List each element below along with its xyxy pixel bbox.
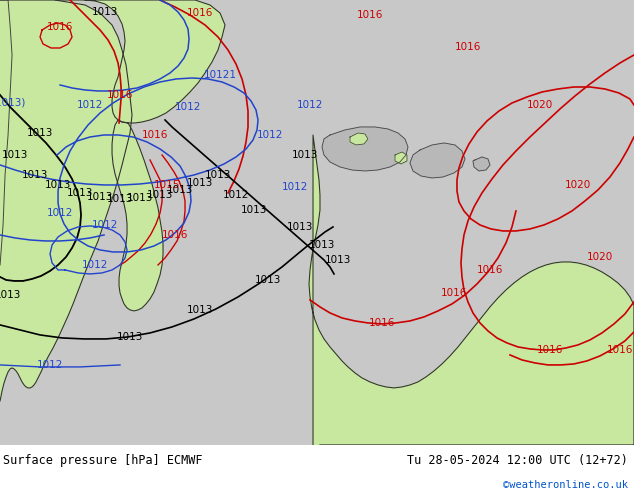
Text: 1016: 1016 (47, 22, 74, 32)
Text: 1013: 1013 (127, 193, 153, 203)
Text: 1020: 1020 (587, 252, 613, 262)
Polygon shape (0, 0, 132, 401)
Text: 1016: 1016 (369, 318, 395, 328)
Text: 1012: 1012 (47, 208, 74, 218)
Text: 1013: 1013 (0, 290, 22, 300)
Polygon shape (395, 152, 407, 164)
Polygon shape (309, 135, 634, 445)
Text: 1012: 1012 (77, 100, 103, 110)
Text: 1013: 1013 (325, 255, 351, 265)
Text: 1013: 1013 (2, 150, 29, 160)
Text: Tu 28-05-2024 12:00 UTC (12+72): Tu 28-05-2024 12:00 UTC (12+72) (407, 454, 628, 467)
Polygon shape (350, 133, 368, 145)
Text: 1013: 1013 (107, 194, 133, 204)
Text: 1016: 1016 (477, 265, 503, 275)
Text: 1013: 1013 (255, 275, 281, 285)
Text: 1012: 1012 (282, 182, 308, 192)
Text: Surface pressure [hPa] ECMWF: Surface pressure [hPa] ECMWF (3, 454, 203, 467)
Text: 1012: 1012 (92, 220, 118, 230)
Polygon shape (112, 120, 163, 311)
Text: 1016: 1016 (441, 288, 467, 298)
Text: 1016: 1016 (455, 42, 481, 52)
Text: 1016: 1016 (607, 345, 633, 355)
Polygon shape (55, 0, 225, 123)
Text: 1013: 1013 (287, 222, 313, 232)
Text: 1012: 1012 (257, 130, 283, 140)
Text: (1013): (1013) (0, 98, 25, 108)
Text: 1016: 1016 (142, 130, 168, 140)
Text: 1013: 1013 (87, 192, 113, 202)
Text: ©weatheronline.co.uk: ©weatheronline.co.uk (503, 480, 628, 490)
Text: 1013: 1013 (27, 128, 53, 138)
Text: 1012: 1012 (82, 260, 108, 270)
Polygon shape (473, 157, 490, 171)
Polygon shape (410, 143, 465, 178)
Text: 1016: 1016 (107, 90, 133, 100)
Text: 1016: 1016 (357, 10, 383, 20)
Text: 1020: 1020 (527, 100, 553, 110)
Text: 10121: 10121 (204, 70, 236, 80)
Text: 1012: 1012 (37, 360, 63, 370)
Text: 1013: 1013 (205, 170, 231, 180)
Polygon shape (0, 0, 12, 265)
Text: 1013: 1013 (292, 150, 318, 160)
Text: 1013: 1013 (67, 188, 93, 198)
Text: 1016: 1016 (162, 230, 188, 240)
Text: 1013: 1013 (241, 205, 267, 215)
Text: 1012: 1012 (175, 102, 201, 112)
Text: 1020: 1020 (565, 180, 591, 190)
Text: 1013: 1013 (187, 178, 213, 188)
Polygon shape (322, 127, 408, 171)
Text: 1015: 1015 (154, 180, 180, 190)
Text: 1012: 1012 (297, 100, 323, 110)
Text: 1013: 1013 (92, 7, 118, 17)
Text: 1013: 1013 (117, 332, 143, 342)
Text: 1016: 1016 (537, 345, 563, 355)
Text: 1013: 1013 (187, 305, 213, 315)
Text: 1013: 1013 (147, 190, 173, 200)
Text: 1012: 1012 (223, 190, 249, 200)
Text: 1013: 1013 (45, 180, 71, 190)
Text: 1013: 1013 (167, 185, 193, 195)
Text: 1016: 1016 (187, 8, 213, 18)
Text: 1013: 1013 (309, 240, 335, 250)
Text: 1013: 1013 (22, 170, 48, 180)
